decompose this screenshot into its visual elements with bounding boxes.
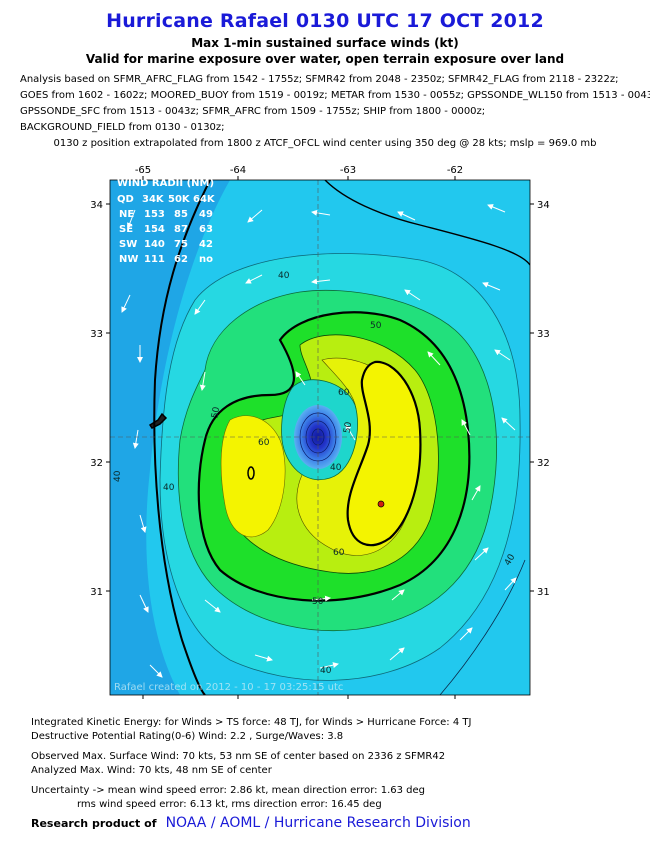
wind-map-svg: 40 40 40 40 40 40 50 50 50 50 60 60 60 W… <box>90 165 550 713</box>
wind-radii-cell: no <box>199 254 213 265</box>
contour-label: 40 <box>320 666 332 676</box>
wind-radii-box: WIND RADII (NM) QD 34K 50K 64K NE 153 85… <box>117 178 216 265</box>
footer: Research product of NOAA / AOML / Hurric… <box>31 812 471 831</box>
lon-tick-label: -63 <box>340 702 356 703</box>
crosshair-lines <box>110 180 530 695</box>
lon-tick-label: -62 <box>447 165 463 176</box>
lon-axis-top: -65 -64 -63 -62 <box>135 165 463 180</box>
wind-radii-cell: NW <box>119 254 138 265</box>
wind-radii-cell: 140 <box>144 239 165 250</box>
contour-label: 50 <box>210 406 222 419</box>
ike-line: Integrated Kinetic Energy: for Winds > T… <box>31 717 472 728</box>
lat-tick-label: 32 <box>537 458 550 469</box>
lat-tick-label: 31 <box>90 587 103 598</box>
lat-tick-label: 33 <box>90 329 103 340</box>
wind-radii-cell: 42 <box>199 239 213 250</box>
contour-label: 40 <box>163 483 175 493</box>
position-note: 0130 z position extrapolated from 1800 z… <box>53 138 597 149</box>
plot-frame <box>109 179 531 696</box>
lon-axis-bottom: -65 -64 -63 -62 <box>135 695 463 713</box>
analyzed-max-line: Analyzed Max. Wind: 70 kts, 48 nm SE of … <box>31 765 272 776</box>
wind-radii-cell: 49 <box>199 209 213 220</box>
exposure-note: Valid for marine exposure over water, op… <box>85 52 565 66</box>
uncertainty-line: Uncertainty -> mean wind speed error: 2.… <box>31 785 426 796</box>
wind-radii-cell: 154 <box>144 224 165 235</box>
stats-block: Integrated Kinetic Energy: for Winds > T… <box>31 716 471 812</box>
lat-tick-label: 33 <box>537 329 550 340</box>
lat-tick-label: 34 <box>537 200 550 211</box>
lat-tick-label: 32 <box>90 458 103 469</box>
wind-radii-col: 64K <box>193 194 216 205</box>
map-subtitle: Max 1-min sustained surface winds (kt) <box>191 36 459 50</box>
contour-label: 60 <box>338 388 350 398</box>
analysis-line: Analysis based on SFMR_AFRC_FLAG from 15… <box>20 74 619 85</box>
observed-max-line: Observed Max. Surface Wind: 70 kts, 53 n… <box>31 751 446 762</box>
wind-radii-cell: SW <box>119 239 137 250</box>
map-watermark: Rafael created on 2012 - 10 - 17 03:25:1… <box>114 682 343 693</box>
contour-label: 50 <box>312 597 324 607</box>
lat-axis-left: 34 33 32 31 <box>90 200 110 598</box>
contour-label: 40 <box>278 271 290 281</box>
lon-tick-label: -64 <box>230 702 246 703</box>
contour-label: 50 <box>343 421 355 434</box>
analysis-line: GPSSONDE_SFC from 1513 - 0043z; SFMR_AFR… <box>20 106 486 117</box>
wind-radii-cell: 87 <box>174 224 188 235</box>
lon-tick-label: -63 <box>340 165 356 176</box>
wind-radii-cell: 153 <box>144 209 165 220</box>
dpr-line: Destructive Potential Rating(0-6) Wind: … <box>31 731 344 742</box>
lon-tick-label: -64 <box>230 165 246 176</box>
lat-tick-label: 31 <box>537 587 550 598</box>
analysis-line: GOES from 1602 - 1602z; MOORED_BUOY from… <box>20 90 650 101</box>
map-title: Hurricane Rafael 0130 UTC 17 OCT 2012 <box>106 10 544 32</box>
wind-radii-cell: SE <box>119 224 133 235</box>
lon-tick-label: -62 <box>447 702 463 703</box>
analysis-sources: Analysis based on SFMR_AFRC_FLAG from 15… <box>20 72 650 136</box>
wind-radii-col: 34K <box>142 194 165 205</box>
wind-radii-cell: NE <box>119 209 134 220</box>
wind-radii-col: 50K <box>168 194 191 205</box>
wind-field-map: 40 40 40 40 40 40 50 50 50 50 60 60 60 W… <box>0 158 650 713</box>
contour-labels: 40 40 40 40 40 40 50 50 50 50 60 60 60 <box>113 271 518 676</box>
lat-axis-right: 34 33 32 31 <box>530 200 550 598</box>
wind-contours <box>110 180 530 695</box>
contour-label: 60 <box>258 438 270 448</box>
contour-label: 50 <box>370 321 382 331</box>
wind-radii-cell: 85 <box>174 209 188 220</box>
contour-label: 40 <box>113 470 123 482</box>
footer-org-link[interactable]: NOAA / AOML / Hurricane Research Divisio… <box>165 815 471 831</box>
wind-radii-cell: 111 <box>144 254 165 265</box>
lat-tick-label: 34 <box>90 200 103 211</box>
footer-label: Research product of <box>31 817 157 830</box>
uncertainty-rms-line: rms wind speed error: 6.13 kt, rms direc… <box>77 799 382 810</box>
lon-tick-label: -65 <box>135 702 151 703</box>
wind-radii-cell: 63 <box>199 224 213 235</box>
analysis-line: BACKGROUND_FIELD from 0130 - 0130z; <box>20 122 225 133</box>
contour-label: 60 <box>333 548 345 558</box>
wind-radii-col: QD <box>117 194 134 205</box>
wind-arrows <box>121 204 517 678</box>
wind-radii-cell: 75 <box>174 239 188 250</box>
contour-label: 40 <box>330 463 342 473</box>
wind-radii-title: WIND RADII (NM) <box>117 178 214 189</box>
wind-radii-cell: 62 <box>174 254 188 265</box>
lon-tick-label: -65 <box>135 165 151 176</box>
